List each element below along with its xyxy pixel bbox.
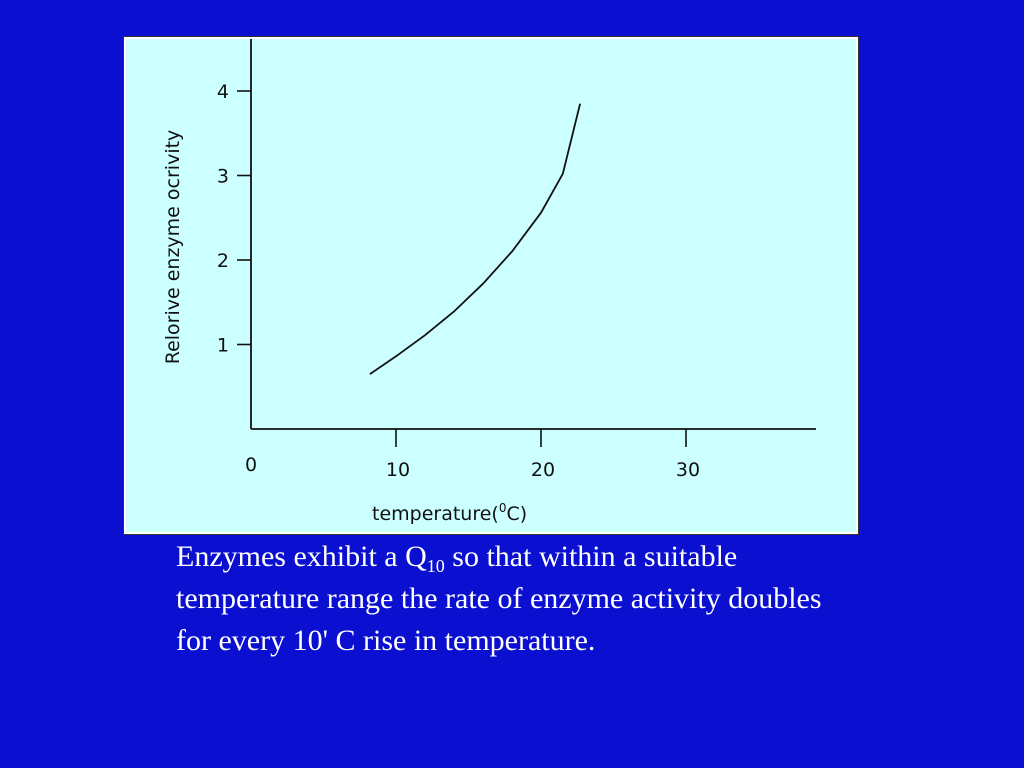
caption-text: Enzymes exhibit a Q10 so that within a s…	[176, 536, 836, 662]
x-tick-label: 20	[531, 459, 555, 481]
caption-subscript: 10	[426, 556, 445, 576]
x-axis-label-sup: 0	[499, 501, 507, 515]
x-axis-label-main: temperature(	[372, 503, 499, 525]
origin-label: 0	[245, 454, 257, 476]
y-tick-label: 1	[217, 335, 229, 357]
x-axis-label: temperature(0C)	[372, 501, 527, 525]
y-tick-label: 4	[217, 81, 229, 103]
x-tick-label: 30	[676, 459, 700, 481]
y-tick-label: 2	[217, 250, 229, 272]
x-tick-label: 10	[386, 459, 410, 481]
caption-part2: so that within a suitable temperature ra…	[176, 540, 822, 657]
enzyme-activity-chart: 1 2 3 4 10 20 30 0 Relorive enzyme ocrivity t…	[162, 39, 816, 525]
chart-panel: 1 2 3 4 10 20 30 0 Relorive enzyme ocrivity t…	[123, 36, 859, 535]
y-tick-group: 1 2 3 4	[217, 81, 251, 357]
x-axis-label-end: C)	[506, 503, 527, 525]
y-tick-label: 3	[217, 166, 229, 188]
caption-part1: Enzymes exhibit a Q	[176, 540, 427, 573]
y-axis-label: Relorive enzyme ocrivity	[162, 130, 184, 365]
series-line	[369, 103, 581, 375]
x-tick-group: 10 20 30	[386, 429, 700, 481]
